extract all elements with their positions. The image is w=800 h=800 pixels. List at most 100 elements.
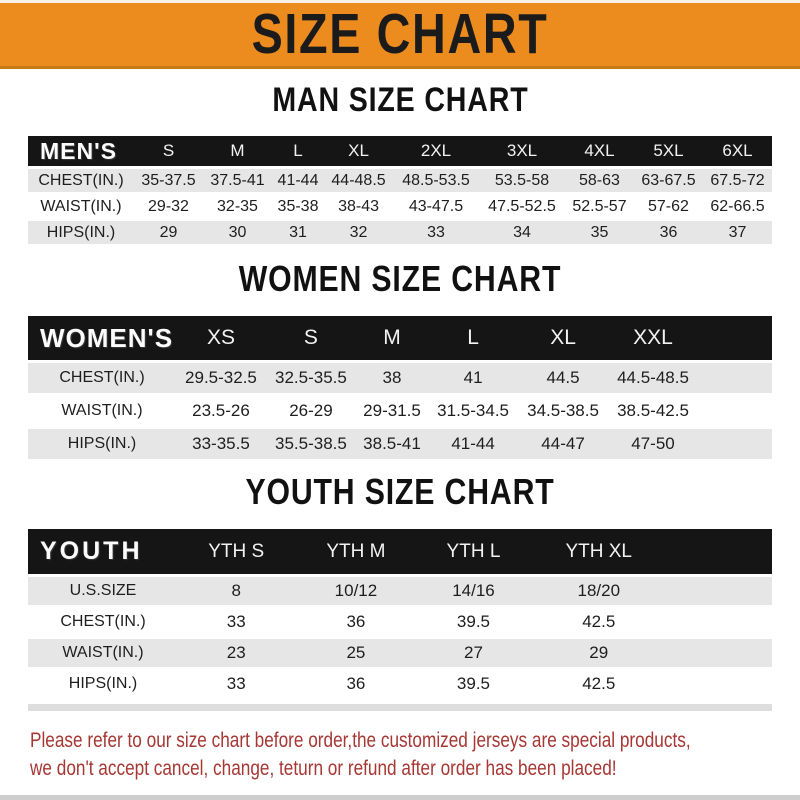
- size-cell: 35: [564, 221, 634, 244]
- blank-cell: [698, 429, 772, 459]
- size-cell: 25: [294, 639, 418, 667]
- size-cell: 41-44: [272, 169, 325, 192]
- row-label: HIPS(IN.): [28, 670, 178, 698]
- women-size-table: WOMEN'S XS S M L XL XXL CHEST(IN.) 29.5-32.5 32.5…: [28, 313, 772, 462]
- size-cell: 38: [355, 363, 429, 393]
- size-cell: 35-37.5: [134, 169, 203, 192]
- header-row: WOMEN'S XS S M L XL XXL: [28, 316, 772, 360]
- row-label: WAIST(IN.): [28, 639, 178, 667]
- youth-section-heading: YOUTH SIZE CHART: [0, 472, 800, 512]
- size-cell: 29-32: [134, 195, 203, 218]
- men-size-table: MEN'S S M L XL 2XL 3XL 4XL 5XL 6XL CHEST(IN.) 35-37…: [28, 133, 772, 247]
- size-cell: 29.5-32.5: [176, 363, 266, 393]
- size-cell: 33: [178, 670, 295, 698]
- section-heading-text: YOUTH SIZE CHART: [245, 471, 555, 512]
- banner-title: SIZE CHART: [251, 2, 549, 66]
- blank-cell: [668, 577, 772, 605]
- size-cell: 23: [178, 639, 295, 667]
- table-row: CHEST(IN.) 33 36 39.5 42.5: [28, 608, 772, 636]
- women-section-heading: WOMEN SIZE CHART: [0, 259, 800, 299]
- size-cell: 41: [428, 363, 519, 393]
- size-cell: 32: [324, 221, 394, 244]
- size-cell: 42.5: [529, 608, 668, 636]
- size-chart-sections: MAN SIZE CHART MEN'S S M L XL 2XL 3XL 4XL 5XL 6XL C…: [0, 82, 800, 711]
- column-header: YTH L: [417, 529, 530, 574]
- column-header: S: [265, 316, 356, 360]
- section-heading-text: WOMEN SIZE CHART: [238, 258, 562, 299]
- disclaimer-line-2: we don't accept cancel, change, teturn o…: [30, 756, 617, 780]
- size-cell: 18/20: [529, 577, 668, 605]
- size-cell: 38.5-41: [355, 429, 429, 459]
- size-cell: 32.5-35.5: [265, 363, 356, 393]
- table-bottom-strip: [28, 704, 772, 711]
- row-label: U.S.SIZE: [28, 577, 178, 605]
- column-header: M: [203, 136, 272, 166]
- section-youth-size-chart: YOUTH SIZE CHART YOUTH YTH S YTH M YTH L YTH …: [0, 472, 800, 711]
- size-cell: 41-44: [428, 429, 519, 459]
- size-cell: 29-31.5: [355, 396, 429, 426]
- size-cell: 33-35.5: [176, 429, 266, 459]
- section-men-size-chart: MAN SIZE CHART MEN'S S M L XL 2XL 3XL 4XL 5XL 6XL C…: [0, 82, 800, 247]
- column-header: YTH S: [178, 529, 295, 574]
- row-label: CHEST(IN.): [28, 608, 178, 636]
- size-cell: 38-43: [324, 195, 394, 218]
- size-cell: 42.5: [529, 670, 668, 698]
- size-cell: 44.5-48.5: [608, 363, 698, 393]
- size-cell: 31.5-34.5: [428, 396, 519, 426]
- column-header: XL: [324, 136, 394, 166]
- men-table-group-label: MEN'S: [28, 136, 134, 166]
- size-cell: 58-63: [564, 169, 634, 192]
- blank-header-cell: [698, 316, 772, 360]
- blank-cell: [698, 396, 772, 426]
- size-cell: 47-50: [608, 429, 698, 459]
- size-cell: 34.5-38.5: [518, 396, 609, 426]
- size-cell: 29: [134, 221, 203, 244]
- size-cell: 32-35: [203, 195, 272, 218]
- youth-table-group-label: YOUTH: [28, 529, 178, 574]
- size-cell: 36: [294, 670, 418, 698]
- size-cell: 48.5-53.5: [393, 169, 479, 192]
- size-cell: 62-66.5: [702, 195, 772, 218]
- size-cell: 36: [633, 221, 703, 244]
- table-row: WAIST(IN.) 23.5-26 26-29 29-31.5 31.5-34.5 34…: [28, 396, 772, 426]
- column-header: 4XL: [564, 136, 634, 166]
- table-row: HIPS(IN.) 33-35.5 35.5-38.5 38.5-41 41-44 44-…: [28, 429, 772, 459]
- column-header: YTH M: [294, 529, 418, 574]
- column-header: XXL: [608, 316, 698, 360]
- size-cell: 23.5-26: [176, 396, 266, 426]
- size-cell: 26-29: [265, 396, 356, 426]
- table-row: WAIST(IN.) 23 25 27 29: [28, 639, 772, 667]
- size-cell: 52.5-57: [564, 195, 634, 218]
- size-cell: 31: [272, 221, 325, 244]
- blank-cell: [668, 639, 772, 667]
- women-table-group-label: WOMEN'S: [28, 316, 176, 360]
- size-cell: 37: [702, 221, 772, 244]
- table-row: WAIST(IN.) 29-32 32-35 35-38 38-43 43-47.5 47.…: [28, 195, 772, 218]
- column-header: XL: [518, 316, 609, 360]
- table-row: CHEST(IN.) 29.5-32.5 32.5-35.5 38 41 44.5 44.5…: [28, 363, 772, 393]
- size-cell: 30: [203, 221, 272, 244]
- size-cell: 44-48.5: [324, 169, 394, 192]
- column-header: L: [272, 136, 325, 166]
- row-label: HIPS(IN.): [28, 221, 134, 244]
- size-chart-banner: SIZE CHART: [0, 3, 800, 69]
- section-heading-text: MAN SIZE CHART: [271, 81, 529, 119]
- column-header: 3XL: [479, 136, 565, 166]
- blank-cell: [668, 608, 772, 636]
- size-cell: 33: [178, 608, 295, 636]
- size-cell: 44.5: [518, 363, 609, 393]
- size-cell: 43-47.5: [393, 195, 479, 218]
- size-cell: 38.5-42.5: [608, 396, 698, 426]
- footer-disclaimer: Please refer to our size chart before or…: [30, 726, 800, 782]
- size-cell: 39.5: [417, 608, 530, 636]
- size-cell: 63-67.5: [633, 169, 703, 192]
- size-cell: 8: [178, 577, 295, 605]
- size-cell: 47.5-52.5: [479, 195, 565, 218]
- size-cell: 57-62: [633, 195, 703, 218]
- row-label: HIPS(IN.): [28, 429, 176, 459]
- size-cell: 37.5-41: [203, 169, 272, 192]
- blank-cell: [698, 363, 772, 393]
- row-label: CHEST(IN.): [28, 169, 134, 192]
- row-label: WAIST(IN.): [28, 195, 134, 218]
- size-cell: 14/16: [417, 577, 530, 605]
